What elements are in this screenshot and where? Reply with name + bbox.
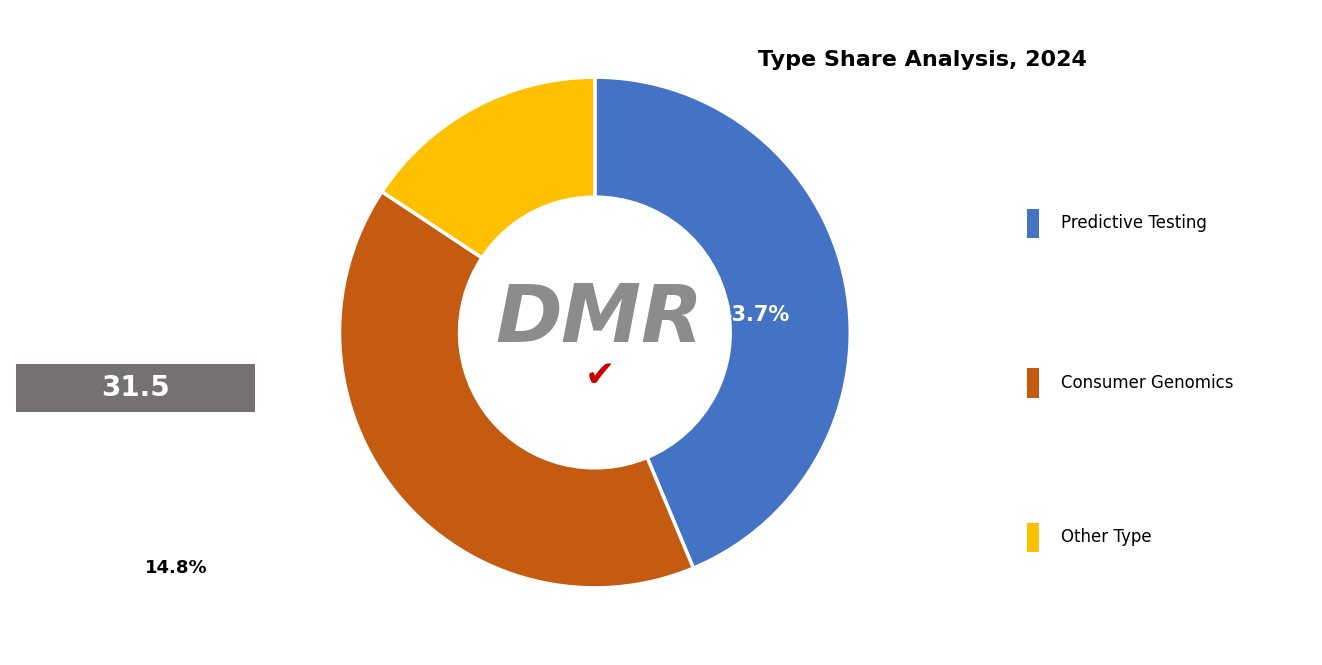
- Text: 14.8%: 14.8%: [145, 559, 208, 577]
- FancyBboxPatch shape: [1027, 209, 1039, 238]
- Text: CAGR
2024-2033: CAGR 2024-2033: [30, 507, 120, 550]
- Text: ✔: ✔: [584, 359, 615, 393]
- Text: 31.5: 31.5: [100, 374, 171, 402]
- Text: Global Wellness
Genomics Market
Size
(USD Billion), 2024: Global Wellness Genomics Market Size (US…: [57, 249, 214, 329]
- Text: M: M: [561, 281, 640, 358]
- FancyBboxPatch shape: [119, 541, 233, 595]
- FancyBboxPatch shape: [1027, 523, 1039, 552]
- Text: Dimension: Dimension: [53, 56, 218, 84]
- Text: Research: Research: [63, 158, 208, 186]
- Text: Market: Market: [81, 107, 190, 135]
- Wedge shape: [595, 77, 850, 568]
- Text: 43.7%: 43.7%: [717, 305, 789, 325]
- FancyBboxPatch shape: [1027, 368, 1039, 398]
- FancyBboxPatch shape: [16, 364, 255, 412]
- Text: D: D: [494, 281, 562, 358]
- Wedge shape: [382, 77, 595, 258]
- Text: Consumer Genomics: Consumer Genomics: [1060, 374, 1233, 392]
- Text: Predictive Testing: Predictive Testing: [1060, 214, 1207, 233]
- Text: Type Share Analysis, 2024: Type Share Analysis, 2024: [759, 50, 1087, 70]
- Text: Other Type: Other Type: [1060, 528, 1151, 547]
- Wedge shape: [340, 192, 693, 588]
- Text: R: R: [640, 281, 702, 358]
